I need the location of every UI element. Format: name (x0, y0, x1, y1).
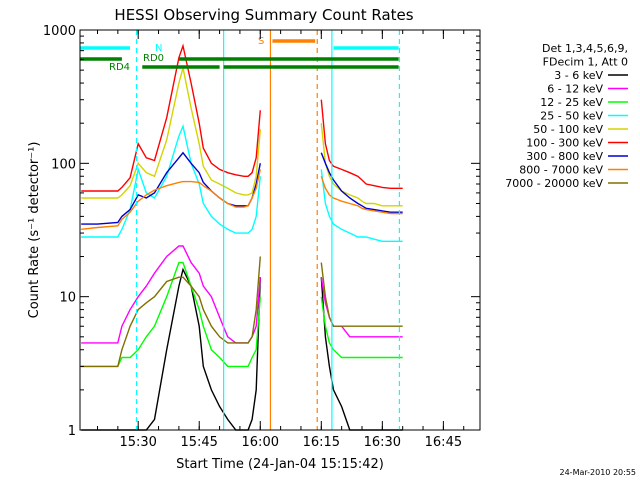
series-line-2 (81, 261, 403, 368)
chart-title: HESSI Observing Summary Count Rates (114, 6, 413, 24)
x-tick-label-3: 16:15 (303, 435, 340, 450)
y-tick-label-3: 1000 (43, 24, 76, 39)
series-line-4 (81, 67, 403, 207)
axes: 15:30 15:45 16:00 16:15 16:30 16:45 1 10 100 1000 (43, 24, 480, 450)
y-tick-label-1: 10 (59, 291, 76, 306)
legend-label-4: 50 - 100 keV (533, 123, 603, 136)
series-line-5 (81, 43, 403, 192)
legend-label-8: 7000 - 20000 keV (505, 177, 603, 190)
flag-label-2: RD4 (109, 62, 130, 73)
flag-label-3: S (258, 36, 264, 47)
series-line-3 (81, 123, 403, 242)
legend-label-5: 100 - 300 keV (526, 137, 603, 150)
series-line-7 (81, 169, 403, 230)
footer-date: 24-Mar-2010 20:55 (560, 468, 637, 477)
x-tick-label-2: 16:00 (242, 435, 279, 450)
flag-label-1: RD0 (143, 53, 164, 64)
x-tick-label-4: 16:30 (364, 435, 401, 450)
y-tick-label-2: 100 (51, 157, 76, 172)
x-tick-label-5: 16:45 (425, 435, 462, 450)
legend-label-2: 12 - 25 keV (540, 96, 603, 109)
legend-header-0: Det 1,3,4,5,6,9, (542, 42, 628, 55)
legend-header-1: FDecim 1, Att 0 (543, 56, 628, 69)
legend: Det 1,3,4,5,6,9,FDecim 1, Att 03 - 6 keV… (505, 42, 628, 190)
attenuator-markers (135, 30, 401, 430)
legend-label-3: 25 - 50 keV (540, 110, 603, 123)
x-tick-label-1: 15:45 (180, 435, 217, 450)
series-line-0 (81, 267, 403, 431)
series-line-6 (81, 151, 403, 225)
y-axis-label: Count Rate (s⁻¹ detector⁻¹) (27, 142, 42, 319)
legend-label-1: 6 - 12 keV (547, 83, 603, 96)
legend-label-7: 800 - 7000 keV (519, 164, 603, 177)
legend-label-6: 300 - 800 keV (526, 150, 603, 163)
y-tick-label-0: 1 (68, 424, 76, 439)
data-lines (81, 43, 403, 431)
x-axis-label: Start Time (24-Jan-04 15:15:42) (176, 457, 384, 472)
x-tick-label-0: 15:30 (119, 435, 156, 450)
plot-frame (79, 29, 481, 431)
legend-label-0: 3 - 6 keV (554, 69, 603, 82)
flag-label-0: N (155, 43, 162, 54)
series-line-8 (81, 256, 403, 368)
